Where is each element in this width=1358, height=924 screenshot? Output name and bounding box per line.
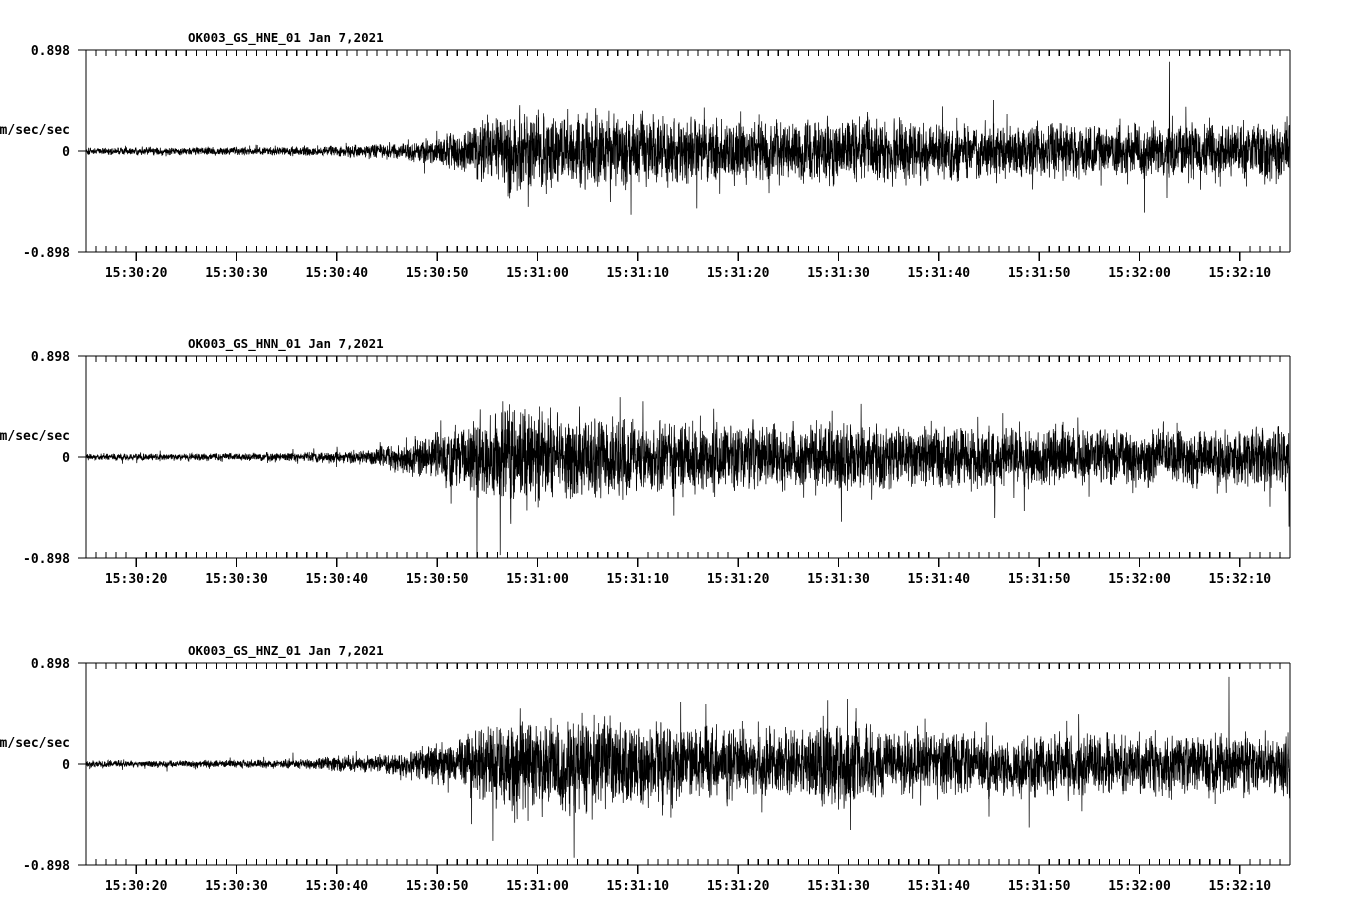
y-tick-label: 0 <box>62 145 70 160</box>
x-tick-label: 15:31:00 <box>506 879 569 894</box>
waveform-trace <box>86 62 1290 215</box>
x-tick-label: 15:31:30 <box>807 266 870 281</box>
y-tick-label: -0.898 <box>23 246 70 261</box>
x-tick-label: 15:31:10 <box>607 879 670 894</box>
y-tick-label: 0.898 <box>31 350 70 365</box>
x-tick-label: 15:30:50 <box>406 266 469 281</box>
x-tick-label: 15:31:20 <box>707 879 770 894</box>
x-tick-label: 15:31:50 <box>1008 879 1071 894</box>
y-axis-ticks: 0.898 0 -0.898 <box>23 44 86 261</box>
x-tick-label: 15:30:20 <box>105 879 168 894</box>
x-tick-label: 15:30:50 <box>406 572 469 587</box>
x-axis-ticks <box>85 663 1291 874</box>
panel-title: OK003_GS_HNE_01 Jan 7,2021 <box>188 30 384 46</box>
x-tick-label: 15:30:30 <box>205 879 268 894</box>
y-axis-unit-label: cm/sec/sec <box>0 736 70 751</box>
panel-title: OK003_GS_HNN_01 Jan 7,2021 <box>188 336 384 352</box>
x-tick-label: 15:30:30 <box>205 266 268 281</box>
x-tick-label: 15:31:20 <box>707 572 770 587</box>
x-axis-labels: 15:30:20 15:30:30 15:30:40 15:30:50 15:31:00… <box>105 572 1271 587</box>
y-axis-ticks: 0.898 0 -0.898 <box>23 657 86 874</box>
x-tick-label: 15:30:50 <box>406 879 469 894</box>
x-tick-label: 15:31:10 <box>607 572 670 587</box>
y-tick-label: -0.898 <box>23 552 70 567</box>
y-tick-label: 0.898 <box>31 44 70 59</box>
x-tick-label: 15:31:40 <box>908 572 971 587</box>
waveform-trace <box>86 397 1290 557</box>
x-axis-ticks <box>85 356 1291 567</box>
x-tick-label: 15:32:10 <box>1209 879 1272 894</box>
panel-title: OK003_GS_HNZ_01 Jan 7,2021 <box>188 643 384 659</box>
x-tick-label: 15:32:10 <box>1209 266 1272 281</box>
x-axis-ticks <box>85 50 1291 261</box>
x-tick-label: 15:31:30 <box>807 879 870 894</box>
seismogram-panel-hnz: OK003_GS_HNZ_01 Jan 7,2021 15:30:20 15:30:… <box>0 613 1358 919</box>
x-tick-label: 15:32:00 <box>1108 879 1171 894</box>
x-tick-label: 15:32:10 <box>1209 572 1272 587</box>
x-tick-label: 15:31:00 <box>506 266 569 281</box>
x-tick-label: 15:31:50 <box>1008 572 1071 587</box>
x-tick-label: 15:32:00 <box>1108 266 1171 281</box>
y-axis-unit-label: cm/sec/sec <box>0 123 70 138</box>
seismogram-panel-hnn: OK003_GS_HNN_01 Jan 7,2021 15:30:20 15:30:… <box>0 306 1358 612</box>
seismogram-panel-hne: OK003_GS_HNE_01 Jan 7,2021 15:30:20 15:30:… <box>0 0 1358 306</box>
x-tick-label: 15:31:40 <box>908 879 971 894</box>
x-axis-labels: 15:30:20 15:30:30 15:30:40 15:30:50 15:31:00… <box>105 879 1271 894</box>
x-tick-label: 15:30:40 <box>306 879 369 894</box>
waveform-trace <box>86 677 1290 858</box>
x-tick-label: 15:30:20 <box>105 572 168 587</box>
y-axis-unit-label: cm/sec/sec <box>0 429 70 444</box>
y-tick-label: 0 <box>62 451 70 466</box>
x-tick-label: 15:31:30 <box>807 572 870 587</box>
x-tick-label: 15:30:40 <box>306 572 369 587</box>
x-tick-label: 15:31:40 <box>908 266 971 281</box>
y-tick-label: 0 <box>62 758 70 773</box>
y-axis-ticks: 0.898 0 -0.898 <box>23 350 86 567</box>
x-tick-label: 15:31:10 <box>607 266 670 281</box>
x-tick-label: 15:31:00 <box>506 572 569 587</box>
x-tick-label: 15:31:20 <box>707 266 770 281</box>
x-tick-label: 15:31:50 <box>1008 266 1071 281</box>
x-axis-labels: 15:30:20 15:30:30 15:30:40 15:30:50 15:31:00… <box>105 266 1271 281</box>
y-tick-label: 0.898 <box>31 657 70 672</box>
x-tick-label: 15:32:00 <box>1108 572 1171 587</box>
y-tick-label: -0.898 <box>23 859 70 874</box>
x-tick-label: 15:30:30 <box>205 572 268 587</box>
x-tick-label: 15:30:20 <box>105 266 168 281</box>
x-tick-label: 15:30:40 <box>306 266 369 281</box>
